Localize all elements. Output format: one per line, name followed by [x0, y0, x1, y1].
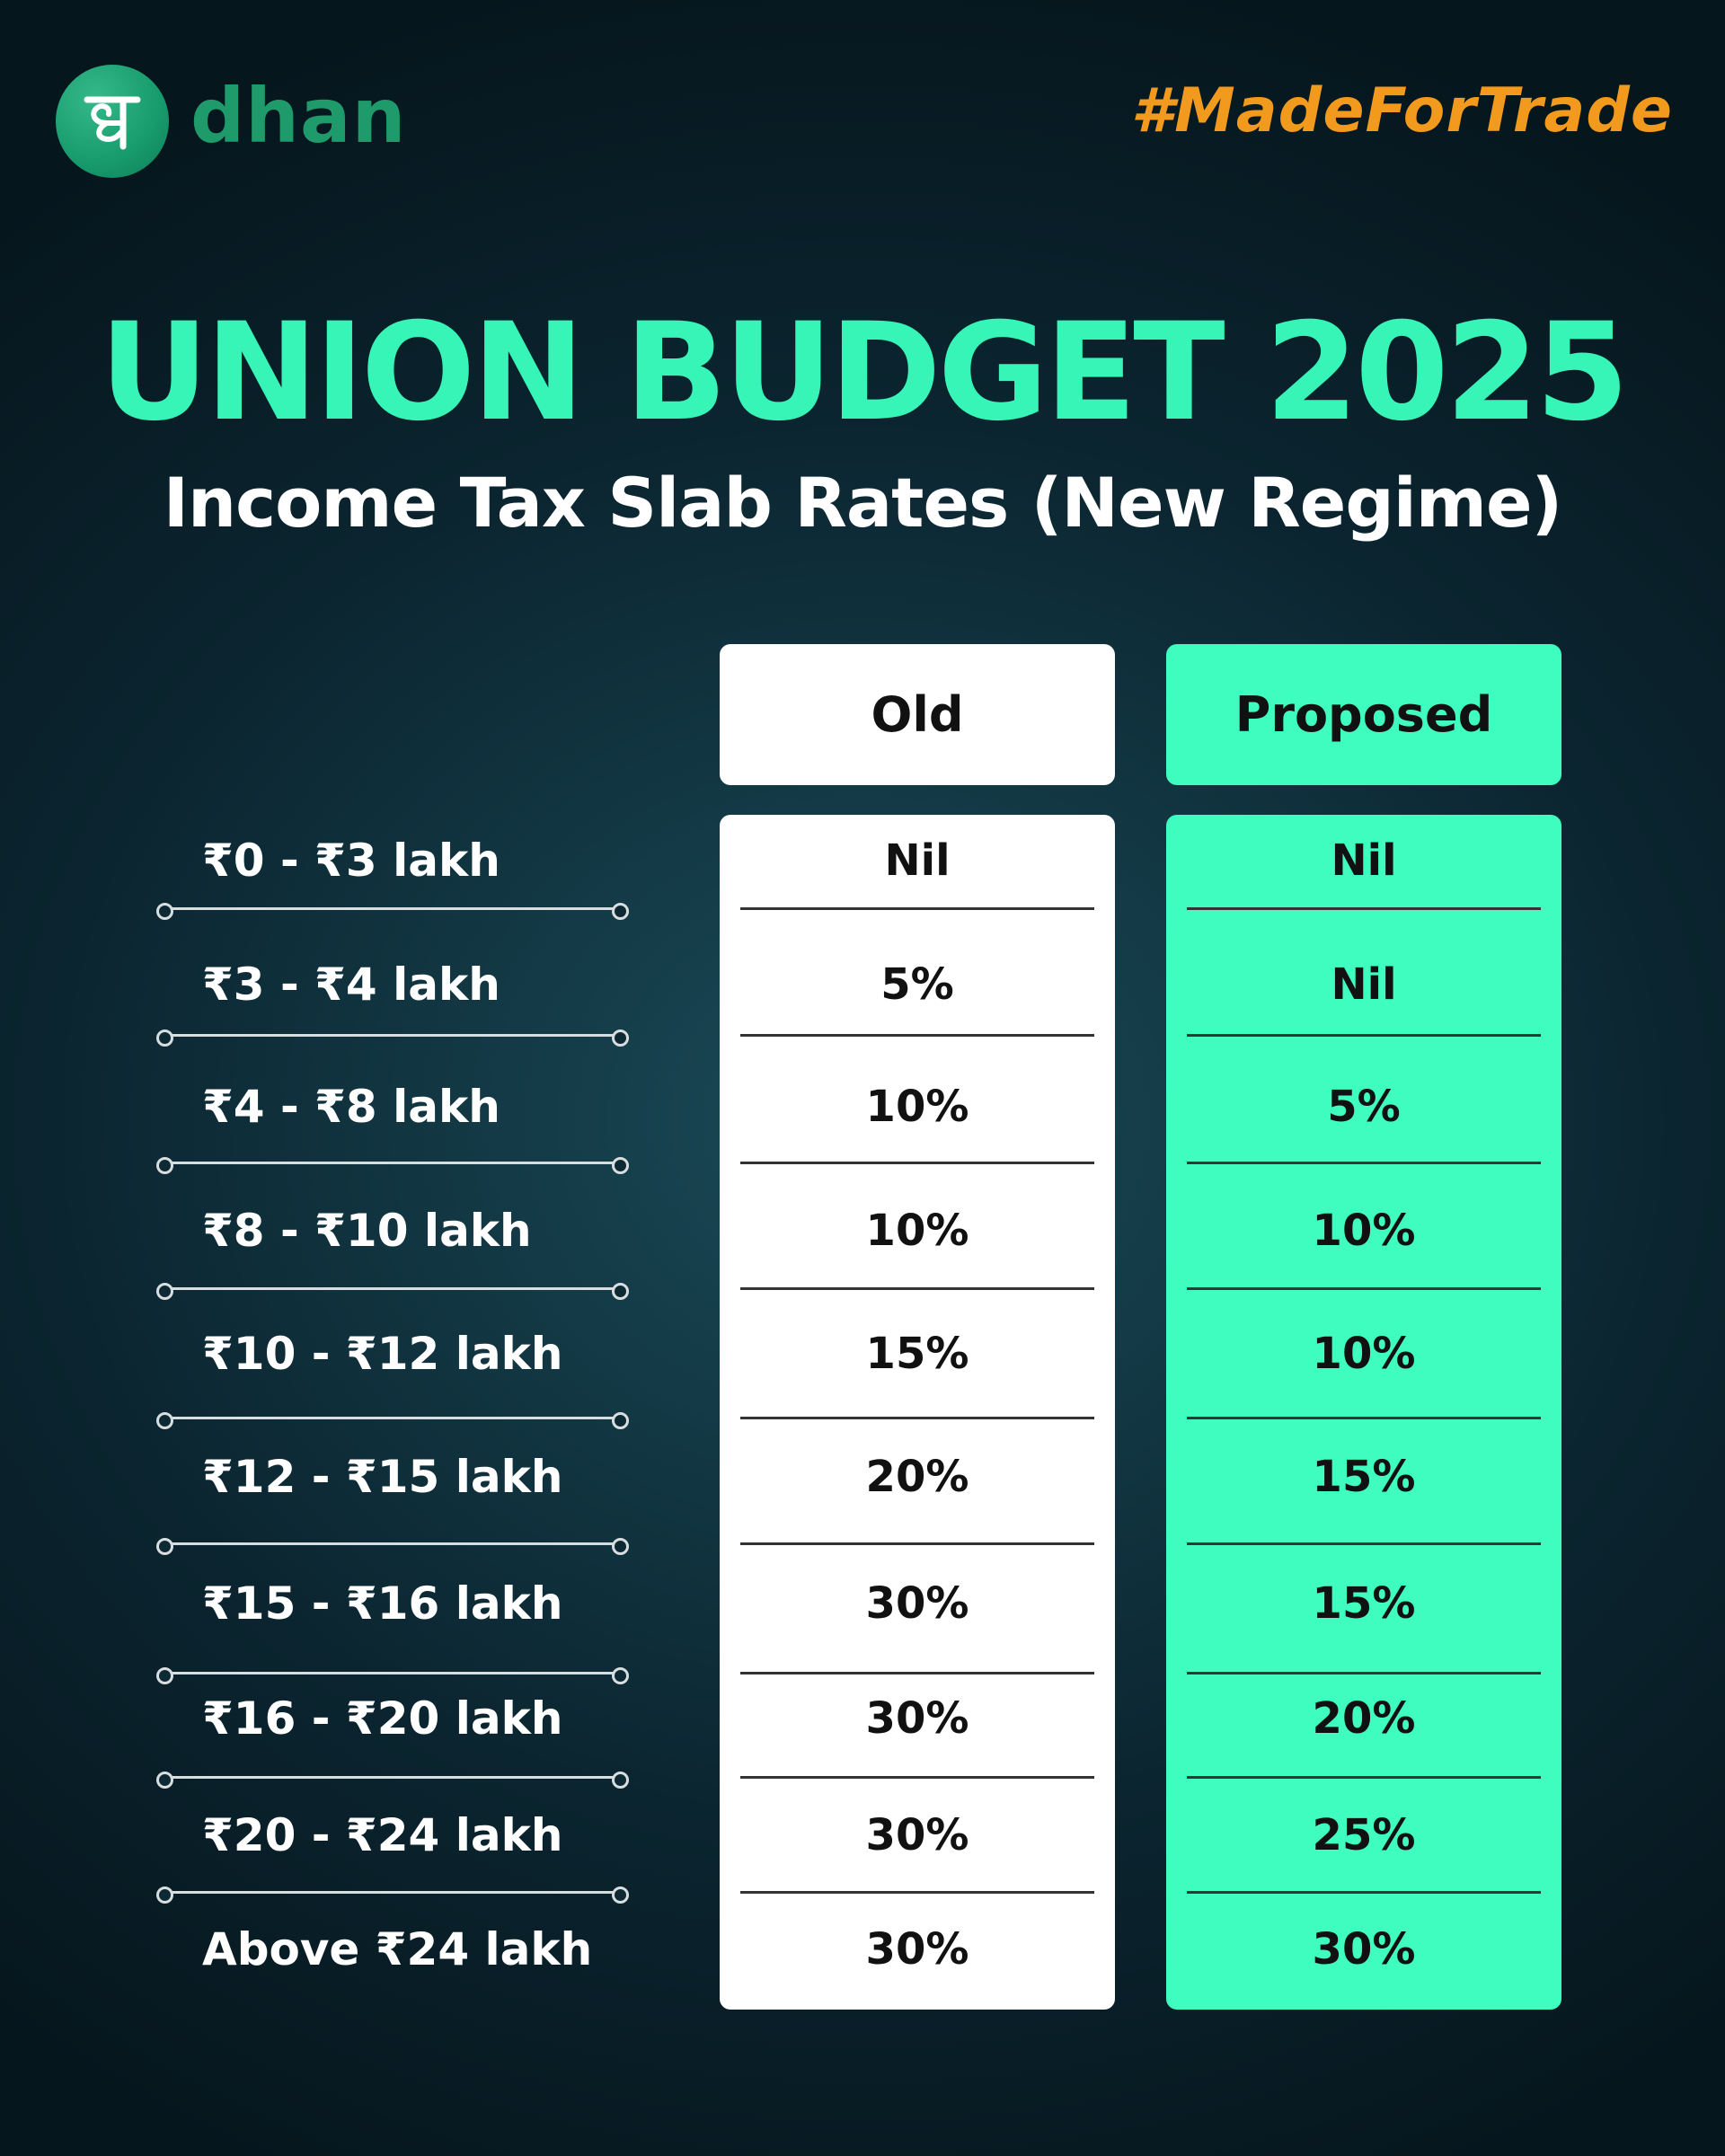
proposed-column-divider	[1187, 1542, 1541, 1545]
proposed-rate-cell: 10%	[1312, 1329, 1416, 1379]
slab-divider	[156, 1772, 629, 1789]
proposed-column-divider	[1187, 1776, 1541, 1779]
old-rate-cell: 15%	[865, 1329, 969, 1379]
proposed-column-divider	[1187, 1417, 1541, 1419]
proposed-rate-cell: 25%	[1312, 1810, 1416, 1860]
proposed-column-divider	[1187, 907, 1541, 910]
slab-range-label: ₹12 - ₹15 lakh	[202, 1451, 563, 1503]
old-column-divider	[740, 1891, 1094, 1894]
slab-range-label: ₹10 - ₹12 lakh	[202, 1328, 563, 1380]
old-rate-cell: Nil	[884, 835, 951, 886]
slab-range-label: Above ₹24 lakh	[202, 1923, 593, 1975]
proposed-rate-cell: 15%	[1312, 1578, 1416, 1629]
slab-range-label: ₹15 - ₹16 lakh	[202, 1577, 563, 1630]
proposed-rate-cell: 20%	[1312, 1693, 1416, 1744]
slab-range-label: ₹3 - ₹4 lakh	[202, 959, 500, 1011]
page-subtitle: Income Tax Slab Rates (New Regime)	[163, 463, 1563, 543]
old-rate-cell: 30%	[865, 1924, 969, 1975]
old-column-divider	[740, 1287, 1094, 1290]
proposed-column-divider	[1187, 1287, 1541, 1290]
slab-divider	[156, 1283, 629, 1300]
proposed-rates-column	[1166, 815, 1561, 2010]
slab-range-label: ₹8 - ₹10 lakh	[202, 1205, 532, 1257]
proposed-rate-cell: 5%	[1327, 1082, 1401, 1132]
old-column-divider	[740, 907, 1094, 910]
old-rate-cell: 30%	[865, 1578, 969, 1629]
slab-divider	[156, 903, 629, 920]
proposed-rate-cell: Nil	[1331, 959, 1397, 1010]
proposed-column-divider	[1187, 1891, 1541, 1894]
slab-divider	[156, 1886, 629, 1904]
proposed-rate-cell: Nil	[1331, 835, 1397, 886]
proposed-rate-cell: 10%	[1312, 1206, 1416, 1256]
proposed-rate-cell: 30%	[1312, 1924, 1416, 1975]
old-rate-cell: 5%	[880, 959, 954, 1010]
slab-divider	[156, 1538, 629, 1555]
slab-divider	[156, 1157, 629, 1174]
old-column-divider	[740, 1417, 1094, 1419]
old-column-divider	[740, 1034, 1094, 1037]
proposed-rate-cell: 15%	[1312, 1452, 1416, 1502]
slab-range-label: ₹20 - ₹24 lakh	[202, 1809, 563, 1861]
old-rates-column	[720, 815, 1115, 2010]
proposed-column-divider	[1187, 1162, 1541, 1164]
old-rate-cell: 10%	[865, 1206, 969, 1256]
old-column-divider	[740, 1542, 1094, 1545]
old-rate-cell: 20%	[865, 1452, 969, 1502]
old-column-divider	[740, 1162, 1094, 1164]
brand-name: dhan	[190, 72, 407, 160]
old-rate-cell: 30%	[865, 1693, 969, 1744]
page-title: UNION BUDGET 2025	[99, 295, 1630, 451]
old-rate-cell: 10%	[865, 1082, 969, 1132]
old-column-divider	[740, 1672, 1094, 1674]
old-rate-cell: 30%	[865, 1810, 969, 1860]
devanagari-dha-glyph-icon	[84, 96, 141, 150]
slab-divider	[156, 1412, 629, 1429]
slab-range-label: ₹4 - ₹8 lakh	[202, 1081, 500, 1133]
proposed-column-divider	[1187, 1672, 1541, 1674]
old-column-divider	[740, 1776, 1094, 1779]
slab-divider	[156, 1029, 629, 1047]
proposed-column-divider	[1187, 1034, 1541, 1037]
slab-divider	[156, 1667, 629, 1684]
column-header-proposed: Proposed	[1166, 644, 1561, 785]
slab-range-label: ₹16 - ₹20 lakh	[202, 1692, 563, 1745]
hashtag: #MadeForTrade	[1130, 75, 1673, 146]
slab-range-label: ₹0 - ₹3 lakh	[202, 835, 500, 887]
dhan-logo-icon	[56, 65, 169, 178]
column-header-old: Old	[720, 644, 1115, 785]
